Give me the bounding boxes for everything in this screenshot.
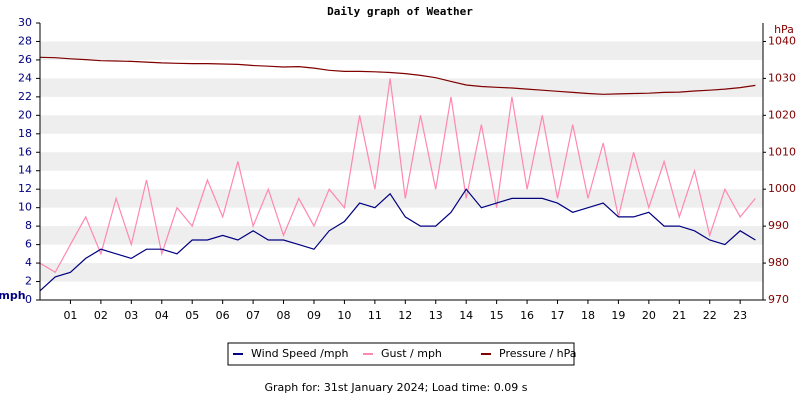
x-tick-label: 18 bbox=[581, 309, 595, 322]
y2-tick-label: 980 bbox=[768, 256, 789, 269]
y-tick-label: 22 bbox=[18, 90, 32, 103]
legend-label: Gust / mph bbox=[381, 347, 442, 360]
x-tick-label: 11 bbox=[368, 309, 382, 322]
y-tick-label: 28 bbox=[18, 34, 32, 47]
series-line bbox=[39, 56, 756, 95]
legend-box bbox=[227, 342, 575, 366]
x-tick-label: 21 bbox=[672, 309, 686, 322]
y2-tick-label: 1020 bbox=[768, 108, 796, 121]
y-axis-label: mph bbox=[0, 289, 26, 302]
x-tick-label: 17 bbox=[551, 309, 565, 322]
series-line bbox=[39, 188, 756, 292]
y-tick-label: 20 bbox=[18, 108, 32, 121]
y-tick-label: 18 bbox=[18, 127, 32, 140]
x-tick-label: 14 bbox=[459, 309, 473, 322]
x-tick-label: 09 bbox=[307, 309, 321, 322]
y-tick-label: 24 bbox=[18, 71, 32, 84]
x-tick-label: 06 bbox=[216, 309, 230, 322]
y2-tick-label: 1010 bbox=[768, 145, 796, 158]
y-tick-label: 26 bbox=[18, 53, 32, 66]
x-tick-label: 01 bbox=[63, 309, 77, 322]
x-tick-label: 13 bbox=[429, 309, 443, 322]
y2-tick-label: 1000 bbox=[768, 182, 796, 195]
x-tick-label: 23 bbox=[733, 309, 747, 322]
footer: Graph for: 31st January 2024; Load time:… bbox=[265, 381, 528, 394]
x-tick-label: 22 bbox=[703, 309, 717, 322]
x-tick-label: 08 bbox=[277, 309, 291, 322]
y-tick-label: 30 bbox=[18, 16, 32, 29]
y-tick-label: 4 bbox=[25, 256, 32, 269]
chart-title: Daily graph of Weather bbox=[327, 5, 473, 18]
y-tick-label: 2 bbox=[25, 275, 32, 288]
legend-label: Pressure / hPa bbox=[499, 347, 577, 360]
x-tick-label: 16 bbox=[520, 309, 534, 322]
x-tick-label: 03 bbox=[124, 309, 138, 322]
y-tick-label: 10 bbox=[18, 201, 32, 214]
y-tick-label: 12 bbox=[18, 182, 32, 195]
y-tick-label: 6 bbox=[25, 238, 32, 251]
x-tick-label: 19 bbox=[611, 309, 625, 322]
grid-band bbox=[40, 41, 763, 60]
grid-band bbox=[40, 152, 763, 171]
grid-band bbox=[40, 189, 763, 208]
legend-label: Wind Speed /mph bbox=[251, 347, 349, 360]
x-tick-label: 10 bbox=[337, 309, 351, 322]
x-tick-label: 05 bbox=[185, 309, 199, 322]
x-tick-label: 07 bbox=[246, 309, 260, 322]
grid-band bbox=[40, 115, 763, 134]
y-tick-label: 0 bbox=[25, 293, 32, 306]
grid-band bbox=[40, 263, 763, 282]
x-tick-label: 04 bbox=[155, 309, 169, 322]
series-line bbox=[39, 78, 756, 274]
grid-band bbox=[40, 78, 763, 97]
legend: Wind Speed /mph Gust / mph Pressure / hPa bbox=[227, 342, 577, 366]
x-tick-label: 02 bbox=[94, 309, 108, 322]
grid-band bbox=[40, 226, 763, 245]
y2-tick-label: 990 bbox=[768, 219, 789, 232]
y2-tick-label: 1030 bbox=[768, 71, 796, 84]
y2-tick-label: 970 bbox=[768, 293, 789, 306]
y2-tick-label: 1040 bbox=[768, 34, 796, 47]
x-tick-label: 12 bbox=[398, 309, 412, 322]
y2-axis-label: hPa bbox=[774, 23, 794, 36]
x-tick-label: 20 bbox=[642, 309, 656, 322]
y-tick-label: 16 bbox=[18, 145, 32, 158]
y-tick-label: 14 bbox=[18, 164, 32, 177]
x-tick-label: 15 bbox=[490, 309, 504, 322]
y-tick-label: 8 bbox=[25, 219, 32, 232]
